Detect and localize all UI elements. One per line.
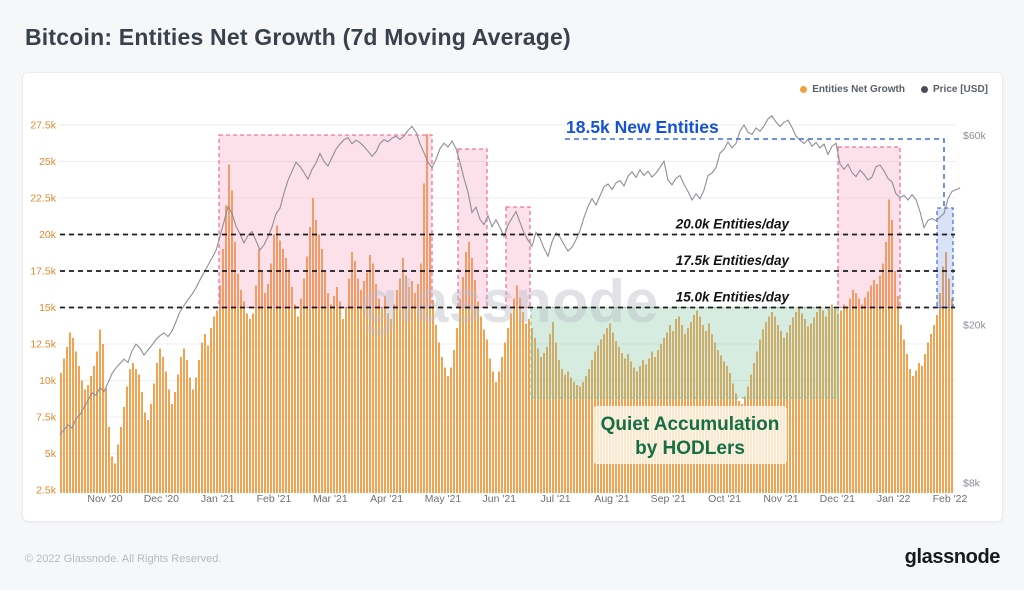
svg-text:20k: 20k <box>39 229 57 241</box>
glassnode-logo[interactable]: glassnode <box>904 546 1001 568</box>
svg-text:Quiet Accumulation: Quiet Accumulation <box>601 414 780 435</box>
svg-text:Sep '21: Sep '21 <box>651 493 686 505</box>
svg-text:$20k: $20k <box>963 320 987 332</box>
svg-text:Nov '21: Nov '21 <box>763 493 798 505</box>
page-title: Bitcoin: Entities Net Growth (7d Moving … <box>25 24 571 50</box>
svg-text:Jul '21: Jul '21 <box>541 493 571 505</box>
svg-text:Feb '21: Feb '21 <box>257 493 292 505</box>
svg-text:Nov '20: Nov '20 <box>87 493 122 505</box>
svg-text:10k: 10k <box>39 375 57 387</box>
entities-legend-dot-icon <box>800 86 808 93</box>
chart-legend: Entities Net Growth Price [USD] <box>800 84 988 95</box>
svg-text:Apr '21: Apr '21 <box>370 493 403 505</box>
svg-text:22.5k: 22.5k <box>30 193 56 205</box>
svg-text:$60k: $60k <box>963 130 987 142</box>
svg-text:Oct '21: Oct '21 <box>708 493 741 505</box>
new-entities-annotation: 18.5k New Entities <box>565 117 945 208</box>
svg-text:12.5k: 12.5k <box>30 339 56 351</box>
svg-text:Jan '21: Jan '21 <box>201 493 235 505</box>
entities-level-lines: 20.0k Entities/day 17.5k Entities/day 15.0… <box>60 217 955 309</box>
svg-text:15k: 15k <box>39 302 57 314</box>
level-label: 15.0k Entities/day <box>676 290 791 305</box>
svg-text:Feb '22: Feb '22 <box>933 493 968 505</box>
svg-text:Jan '22: Jan '22 <box>877 493 911 505</box>
svg-text:25k: 25k <box>39 156 57 168</box>
legend-price-label: Price [USD] <box>932 84 988 95</box>
footer-copyright: © 2022 Glassnode. All Rights Reserved. <box>25 553 222 565</box>
svg-text:May '21: May '21 <box>425 493 462 505</box>
blue-highlight-region <box>936 207 954 309</box>
svg-text:by HODLers: by HODLers <box>635 438 745 459</box>
quiet-accumulation-annotation: Quiet Accumulation by HODLers <box>593 406 787 464</box>
glassnode-watermark: glassnode <box>362 268 659 335</box>
svg-text:17.5k: 17.5k <box>30 266 56 278</box>
legend-item-price[interactable]: Price [USD] <box>920 84 988 95</box>
svg-text:Dec '21: Dec '21 <box>820 493 855 505</box>
level-label: 17.5k Entities/day <box>676 253 791 268</box>
legend-entities-label: Entities Net Growth <box>812 84 905 95</box>
svg-text:Jun '21: Jun '21 <box>483 493 517 505</box>
level-label: 20.0k Entities/day <box>675 217 791 232</box>
svg-text:Mar '21: Mar '21 <box>313 493 348 505</box>
new-entities-label: 18.5k New Entities <box>566 117 719 137</box>
svg-text:Dec '20: Dec '20 <box>144 493 179 505</box>
price-legend-dot-icon <box>920 86 928 93</box>
svg-text:$8k: $8k <box>963 477 981 489</box>
axis-labels: 27.5k 25k 22.5k 20k 17.5k 15k 12.5k 10k 7.5k 5k 2.… <box>30 120 986 506</box>
svg-text:Aug '21: Aug '21 <box>594 493 629 505</box>
svg-text:27.5k: 27.5k <box>30 120 56 132</box>
svg-text:7.5k: 7.5k <box>36 412 57 424</box>
legend-item-entities[interactable]: Entities Net Growth <box>800 84 905 95</box>
price-usd-line[interactable] <box>59 114 961 435</box>
green-accumulation-region <box>530 306 839 399</box>
svg-text:2.5k: 2.5k <box>36 485 57 497</box>
svg-text:5k: 5k <box>45 448 57 460</box>
